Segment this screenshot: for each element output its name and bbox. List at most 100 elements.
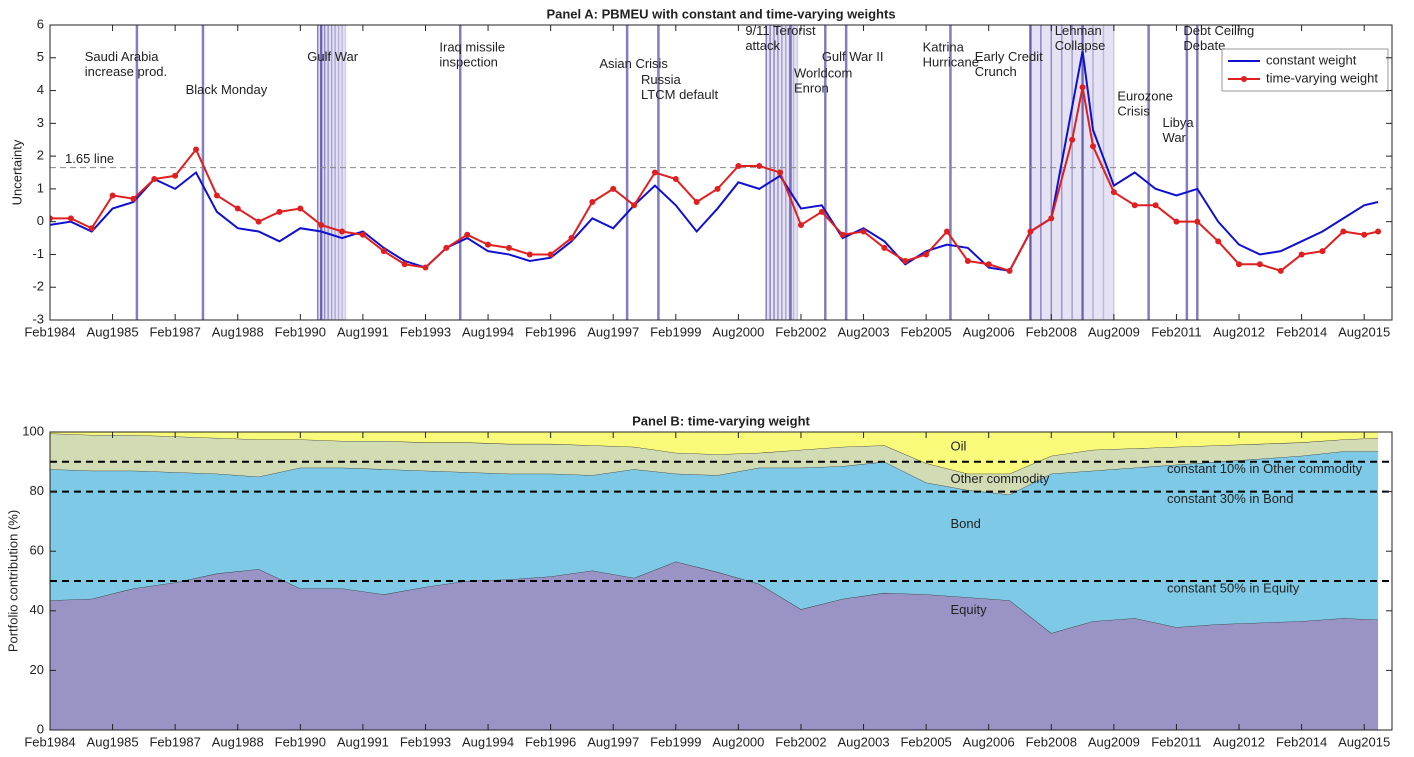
marker: [193, 146, 200, 153]
reference-label: constant 30% in Bond: [1167, 491, 1293, 506]
marker: [380, 248, 387, 255]
marker: [693, 199, 700, 205]
marker: [1319, 248, 1326, 255]
plot-content: [50, 25, 1392, 320]
x-tick-label: Feb1996: [525, 734, 576, 749]
x-tick-label: Feb1999: [650, 734, 701, 749]
marker: [464, 231, 471, 238]
x-tick-label: Aug1991: [337, 324, 389, 339]
event-label: Hurricane: [923, 54, 979, 69]
marker: [1236, 261, 1243, 268]
marker: [589, 199, 596, 205]
y-tick-label: -1: [32, 246, 44, 261]
x-tick-label: Aug2012: [1213, 324, 1265, 339]
area-label: Equity: [950, 602, 987, 617]
x-tick-label: Feb2005: [900, 734, 951, 749]
x-tick-label: Feb1987: [149, 734, 200, 749]
x-tick-label: Feb2011: [1151, 324, 1201, 339]
marker: [1340, 228, 1347, 235]
event-label: Debate: [1183, 38, 1225, 53]
marker: [735, 162, 742, 169]
marker: [943, 228, 950, 235]
event-label: Saudi Arabia: [85, 49, 159, 64]
x-tick-label: Feb1993: [400, 734, 451, 749]
marker: [1361, 231, 1368, 238]
area-label: Bond: [950, 516, 980, 531]
x-tick-label: Feb2002: [775, 324, 826, 339]
series-line: [50, 51, 1379, 272]
x-tick-label: Feb1984: [24, 324, 75, 339]
event-label: Lehman: [1055, 23, 1102, 38]
y-axis-label: Portfolio contribution (%): [5, 510, 20, 652]
x-tick-label: Feb2008: [1026, 734, 1077, 749]
y-tick-label: 1: [37, 180, 44, 195]
marker: [1152, 202, 1159, 209]
x-tick-label: Feb1990: [275, 734, 326, 749]
marker: [1375, 228, 1382, 235]
marker: [422, 264, 429, 271]
marker: [505, 244, 512, 251]
plot-area: [50, 25, 1392, 320]
x-tick-label: Feb2002: [775, 734, 826, 749]
marker: [985, 261, 992, 268]
axes-frame: [49, 24, 1393, 321]
marker: [1006, 267, 1013, 274]
x-tick-label: Aug1988: [212, 324, 264, 339]
x-tick-label: Aug1997: [587, 734, 639, 749]
x-tick-label: Feb1999: [650, 324, 701, 339]
marker: [255, 218, 262, 225]
event-label: increase prod.: [85, 64, 167, 79]
y-axis-label: Uncertainty: [9, 139, 24, 205]
event-label: Gulf War II: [822, 49, 884, 64]
x-tick-label: Aug1988: [212, 734, 264, 749]
marker: [172, 172, 179, 179]
x-tick-label: Aug2012: [1213, 734, 1265, 749]
marker: [923, 251, 930, 258]
marker: [276, 208, 283, 215]
marker: [1079, 84, 1086, 91]
x-tick-label: Aug1991: [337, 734, 389, 749]
x-tick-label: Feb1987: [149, 324, 200, 339]
y-tick-label: -2: [32, 279, 44, 294]
event-label: Katrina: [923, 39, 965, 54]
y-tick-label: 0: [37, 213, 44, 228]
x-tick-label: Aug2006: [963, 734, 1015, 749]
marker: [50, 215, 53, 222]
marker: [1048, 215, 1055, 222]
y-tick-label: 40: [30, 602, 44, 617]
marker: [881, 244, 888, 251]
marker: [1298, 251, 1305, 258]
marker: [902, 258, 909, 264]
x-tick-label: Aug1985: [87, 734, 139, 749]
event-label: War: [1163, 130, 1187, 145]
marker: [1256, 261, 1263, 268]
x-tick-label: Feb2011: [1151, 734, 1201, 749]
event-label: Asian Crisis: [599, 56, 668, 71]
x-tick-label: Aug2000: [712, 324, 764, 339]
legend-box: [1221, 48, 1389, 92]
marker: [339, 228, 346, 235]
reference-label: constant 10% in Other commodity: [1167, 461, 1363, 476]
series-line: [50, 87, 1379, 273]
marker: [797, 221, 804, 228]
span: [1030, 25, 1114, 320]
area-label: Other commodity: [950, 471, 1049, 486]
y-tick-label: 0: [37, 721, 44, 736]
x-tick-label: Feb1984: [24, 734, 75, 749]
marker: [714, 185, 721, 192]
event-label: LTCM default: [641, 87, 718, 102]
x-tick-label: Aug2015: [1338, 734, 1390, 749]
x-tick-label: Feb2014: [1276, 324, 1327, 339]
marker: [610, 185, 617, 192]
marker: [1173, 218, 1180, 225]
marker: [777, 169, 784, 176]
marker: [1090, 143, 1097, 150]
legend-marker: [1241, 76, 1247, 82]
chart-title: Panel B: time-varying weight: [632, 413, 810, 428]
plot-content: [50, 432, 1392, 730]
marker: [485, 241, 492, 248]
axes-frame: [49, 431, 1393, 731]
event-label: 9/11 Terorist: [745, 23, 816, 38]
event-label: Enron: [794, 81, 829, 96]
x-tick-label: Feb2014: [1276, 734, 1327, 749]
